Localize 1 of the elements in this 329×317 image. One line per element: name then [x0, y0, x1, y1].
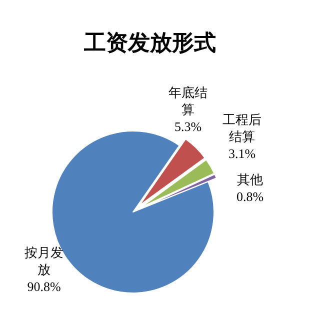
title: 工资发放形式 [84, 30, 216, 55]
